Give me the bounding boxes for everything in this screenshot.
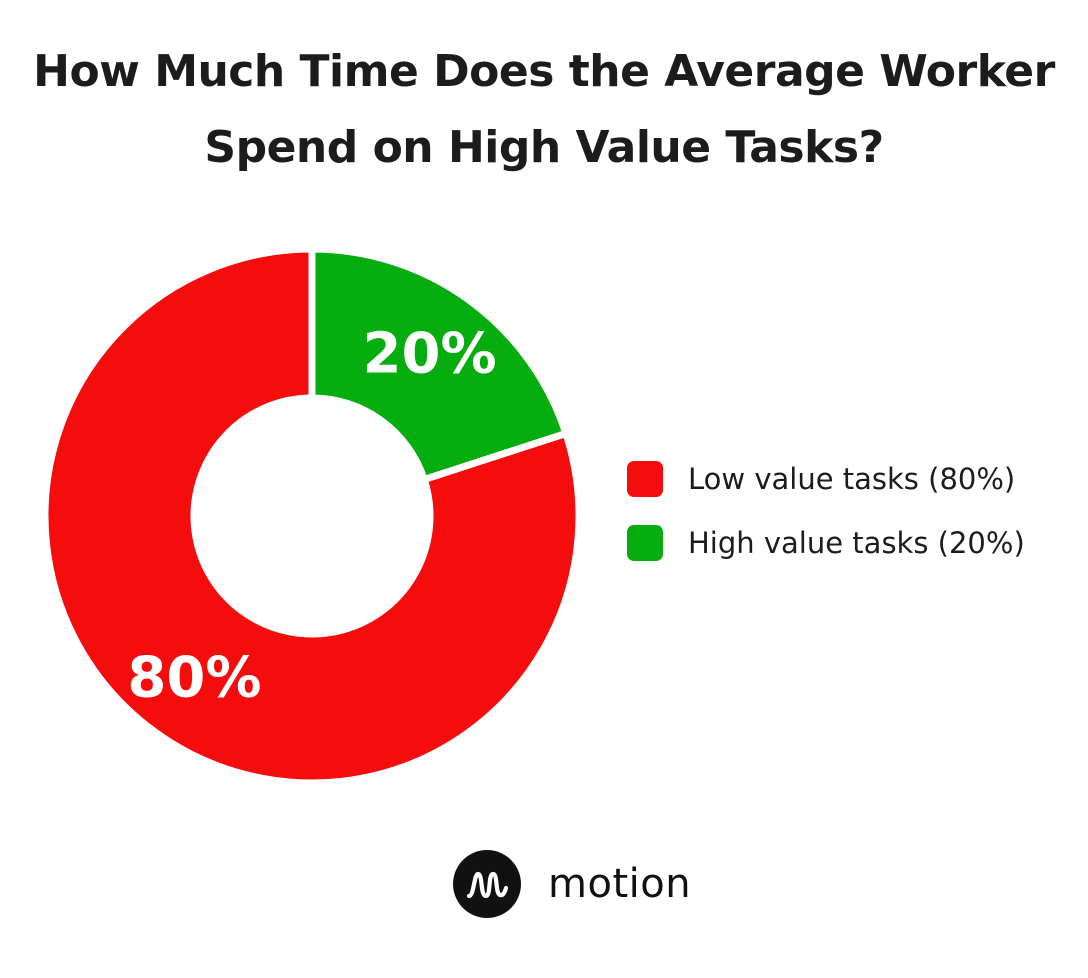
data-label-high-value: 20% xyxy=(363,322,497,387)
legend-label-high-value: High value tasks (20%) xyxy=(688,526,1025,560)
chart-title-line-2: Spend on High Value Tasks? xyxy=(204,122,884,173)
legend-swatch-high-value xyxy=(627,525,663,561)
data-label-low-value: 80% xyxy=(127,645,261,710)
brand: motion xyxy=(453,850,691,918)
chart-legend: Low value tasks (80%) High value tasks (… xyxy=(627,457,1025,585)
motion-logo-icon xyxy=(453,850,521,918)
legend-item-high-value: High value tasks (20%) xyxy=(627,521,1025,565)
slice-high-value xyxy=(308,245,571,484)
slice-low-value xyxy=(41,245,583,787)
legend-item-low-value: Low value tasks (80%) xyxy=(627,457,1025,501)
legend-label-low-value: Low value tasks (80%) xyxy=(688,462,1016,496)
chart-title-line-1: How Much Time Does the Average Worker xyxy=(33,46,1055,97)
chart-title: How Much Time Does the Average Worker Sp… xyxy=(0,34,1088,186)
brand-name: motion xyxy=(548,861,692,907)
legend-swatch-low-value xyxy=(627,461,663,497)
